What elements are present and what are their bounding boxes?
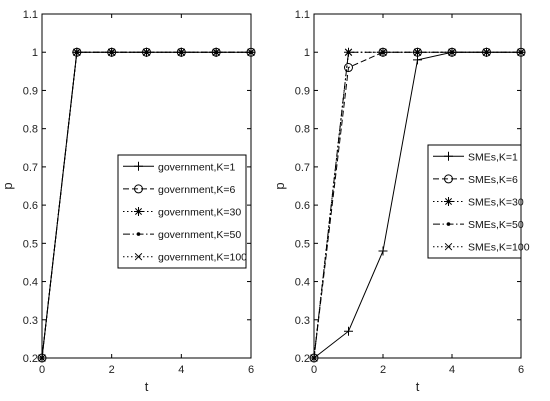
data-point	[516, 47, 526, 57]
y-tick-label: 1.1	[23, 9, 38, 21]
data-point	[344, 47, 353, 57]
y-tick-label: 0.5	[295, 238, 310, 250]
x-tick-label: 6	[248, 364, 254, 376]
legend-label: SMEs,K=6	[468, 174, 518, 186]
legend-marker	[134, 184, 143, 194]
y-tick-label: 0.3	[23, 315, 38, 327]
y-tick-label: 1	[304, 47, 310, 59]
legend-marker	[444, 197, 453, 206]
legend-marker	[446, 222, 451, 226]
legend-label: SMEs,K=50	[468, 219, 524, 231]
legend-label: SMEs,K=1	[468, 151, 518, 163]
y-tick-label: 0.7	[23, 162, 38, 174]
y-axis-label: p	[0, 182, 15, 189]
legend-marker	[444, 174, 453, 184]
y-tick-label: 0.2	[23, 353, 38, 365]
data-point	[37, 353, 47, 363]
chart-panel-1: 0.2 0.3 0.4 0.5 0.6 0.7 0.8 0.9 1 1.1 0 2 4 6 t p govern…	[0, 9, 256, 394]
y-tick-label: 0.7	[295, 162, 310, 174]
x-axis-label: t	[145, 379, 149, 394]
x-tick-label: 6	[518, 364, 524, 376]
y-tick-label: 0.6	[23, 200, 38, 212]
data-point	[72, 47, 82, 57]
legend-marker	[134, 252, 143, 261]
data-point	[378, 246, 388, 256]
data-point	[378, 47, 388, 57]
y-tick-label: 0.9	[295, 85, 310, 97]
legend-marker	[444, 242, 453, 251]
legend-marker	[134, 207, 143, 216]
legend-label: government,K=50	[158, 229, 241, 241]
legend: SMEs,K=1 SMEs,K=6 SMEs,K=30 SMEs,K=50 SMEs,K…	[427, 144, 530, 259]
data-point	[246, 47, 256, 57]
data-point	[142, 47, 151, 57]
legend-marker	[444, 151, 453, 161]
x-tick-label: 0	[311, 364, 317, 376]
y-tick-label: 0.5	[23, 238, 38, 250]
data-point	[413, 55, 422, 65]
y-tick-label: 0.4	[23, 277, 38, 289]
legend-marker	[136, 232, 141, 236]
legend-marker	[134, 161, 143, 171]
legend-label: SMEs,K=30	[468, 197, 524, 209]
x-axis-label: t	[416, 379, 420, 394]
legend-label: government,K=100	[158, 252, 247, 264]
y-tick-label: 1	[32, 47, 38, 59]
y-tick-label: 0.9	[23, 85, 38, 97]
chart-panel-2: 0.2 0.3 0.4 0.5 0.6 0.7 0.8 0.9 1 1.1 0 2 4 6 t p SMEs,K…	[272, 9, 530, 394]
y-tick-label: 0.8	[295, 124, 310, 136]
legend-box	[427, 144, 522, 259]
data-point	[378, 47, 388, 57]
x-tick-label: 2	[109, 364, 115, 376]
legend-label: SMEs,K=100	[468, 242, 530, 254]
y-tick-label: 0.8	[23, 124, 38, 136]
x-tick-label: 4	[449, 364, 455, 376]
y-tick-label: 0.4	[295, 277, 310, 289]
y-axis-label: p	[272, 182, 287, 189]
data-point	[344, 326, 353, 336]
data-point	[344, 63, 353, 73]
data-point	[211, 47, 221, 57]
plot-frame	[41, 13, 252, 359]
data-point	[482, 47, 491, 57]
x-tick-label: 2	[380, 364, 386, 376]
y-tick-label: 0.6	[295, 200, 310, 212]
x-tick-label: 0	[39, 364, 45, 376]
y-tick-label: 0.3	[295, 315, 310, 327]
data-point	[309, 353, 319, 363]
data-point	[447, 47, 457, 57]
legend-label: government,K=30	[158, 207, 241, 219]
y-tick-label: 0.2	[295, 353, 310, 365]
data-point	[176, 47, 186, 57]
legend-label: government,K=1	[158, 161, 236, 173]
y-tick-label: 1.1	[295, 9, 310, 21]
legend: government,K=1 government,K=6 government,K…	[117, 154, 247, 269]
data-point	[107, 47, 117, 57]
legend-label: government,K=6	[158, 184, 236, 196]
x-tick-label: 4	[178, 364, 184, 376]
